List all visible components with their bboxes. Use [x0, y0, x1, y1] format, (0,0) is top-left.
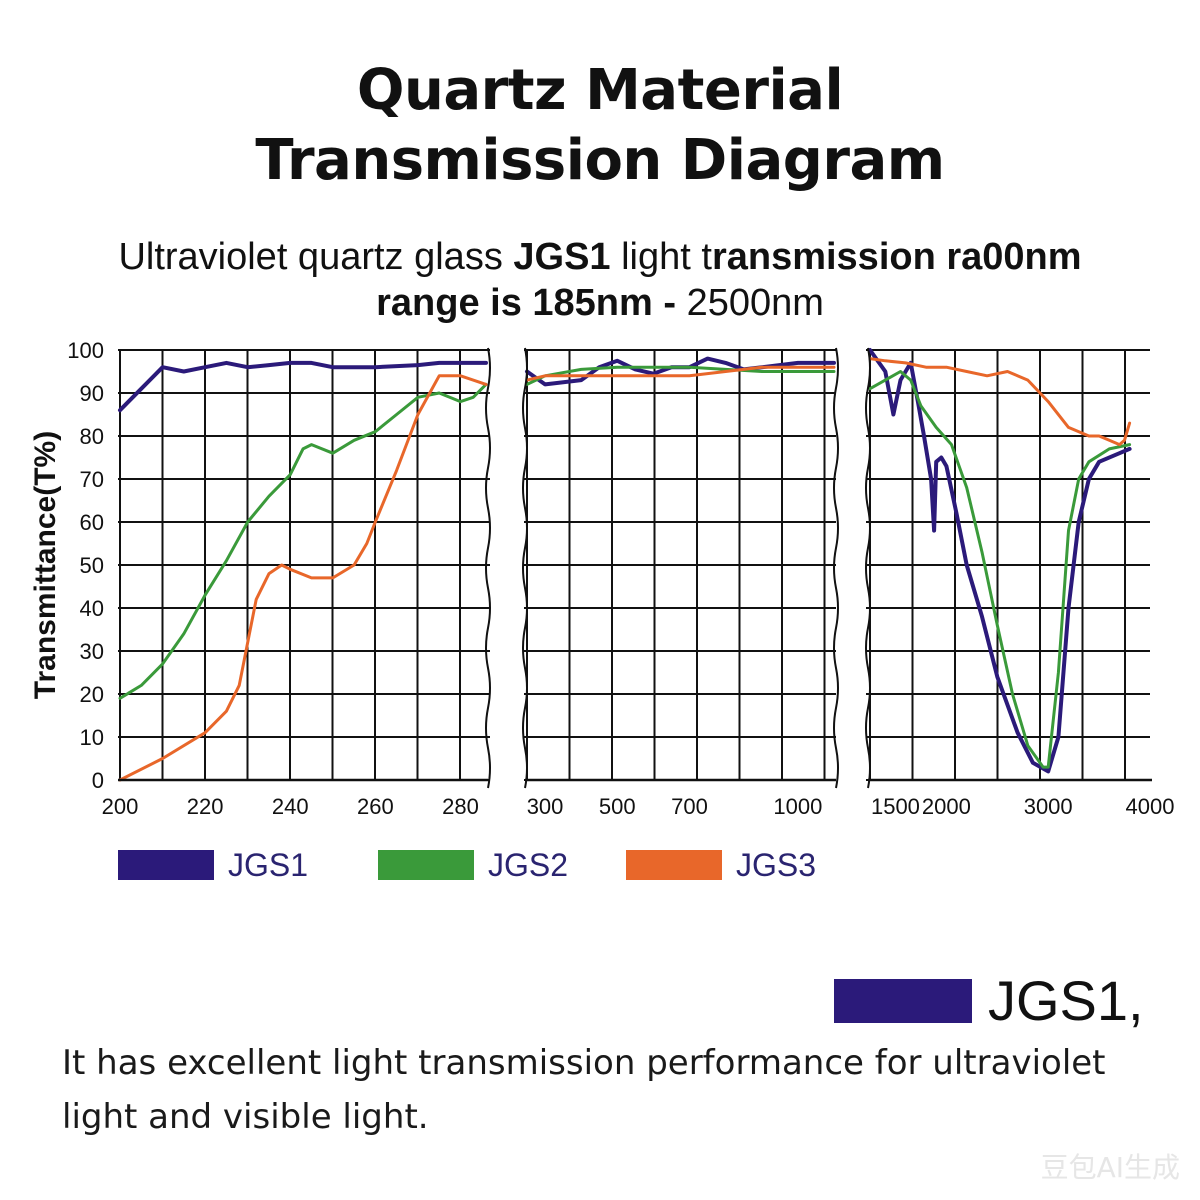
subtitle: Ultraviolet quartz glass JGS1 light tran… — [0, 234, 1200, 326]
title-line-2: Transmission Diagram — [255, 128, 945, 193]
legend-label-jgs3: JGS3 — [736, 846, 817, 883]
axis-break-gap — [838, 348, 866, 782]
callout-label: JGS1, — [988, 969, 1144, 1032]
y-tick-label: 60 — [80, 510, 104, 535]
subtitle-bold: ransmission ra00nm — [711, 236, 1082, 278]
y-axis-label: Transmittance(T%) — [29, 431, 62, 699]
page-title: Quartz Material Transmission Diagram — [0, 56, 1200, 196]
series-line-jgs3 — [118, 374, 488, 782]
axis-break-gap — [490, 348, 523, 782]
legend-item-jgs3: JGS3 — [626, 846, 817, 883]
x-tick-label: 1500 — [871, 794, 920, 819]
legend-swatch-jgs3 — [626, 850, 722, 880]
axis-break-line — [522, 347, 528, 789]
axis-break-line — [865, 347, 871, 789]
subtitle-bold: is 185nm - — [490, 282, 677, 324]
series-line-jgs3 — [868, 357, 1132, 447]
subtitle-text: 2500nm — [676, 282, 824, 324]
x-tick-label: 200 — [102, 794, 139, 819]
series-line-jgs1 — [118, 360, 488, 413]
x-tick-label: 3000 — [1024, 794, 1073, 819]
y-tick-label: 10 — [80, 725, 104, 750]
series-line-jgs1 — [868, 348, 1132, 774]
axis-break-line — [833, 347, 839, 789]
axis-break-line — [485, 347, 491, 789]
y-tick-label: 30 — [80, 639, 104, 664]
x-tick-label: 220 — [187, 794, 224, 819]
subtitle-bold: JGS1 — [513, 236, 611, 278]
x-tick-label: 700 — [671, 794, 708, 819]
jgs1-callout: JGS1, — [834, 968, 1144, 1033]
subtitle-bold: range — [376, 282, 491, 324]
x-tick-label: 240 — [272, 794, 309, 819]
legend-item-jgs1: JGS1 — [118, 846, 309, 883]
x-tick-label: 2000 — [922, 794, 971, 819]
transmission-chart: 0 10 20 30 40 50 60 70 80 90 100 Transmittance(T%) 2… — [29, 338, 1175, 819]
y-tick-label: 50 — [80, 553, 104, 578]
legend-item-jgs2: JGS2 — [378, 846, 569, 883]
legend-label-jgs2: JGS2 — [488, 846, 569, 883]
title-line-1: Quartz Material — [356, 58, 844, 123]
y-tick-label: 20 — [80, 682, 104, 707]
x-tick-label: 260 — [357, 794, 394, 819]
x-tick-label: 1000 — [773, 794, 822, 819]
y-tick-label: 40 — [80, 596, 104, 621]
description-text: It has excellent light transmission perf… — [62, 1043, 1106, 1137]
legend-label-jgs1: JGS1 — [228, 846, 309, 883]
series-line-jgs2 — [525, 365, 836, 386]
series-line-jgs2 — [118, 382, 488, 700]
subtitle-line-2: range is 185nm - 2500nm — [0, 280, 1200, 326]
y-tick-label: 70 — [80, 467, 104, 492]
y-tick-label: 80 — [80, 424, 104, 449]
legend-swatch-jgs2 — [378, 850, 474, 880]
y-tick-label: 90 — [80, 381, 104, 406]
y-tick-label: 100 — [67, 338, 104, 363]
subtitle-text: light t — [610, 236, 712, 278]
x-tick-label: 280 — [442, 794, 479, 819]
callout-swatch-jgs1 — [834, 978, 972, 1023]
watermark: 豆包AI生成 — [1040, 1151, 1180, 1184]
subtitle-line-1: Ultraviolet quartz glass JGS1 light tran… — [0, 234, 1200, 280]
x-tick-label: 500 — [599, 794, 636, 819]
series-line-jgs3 — [525, 365, 836, 382]
x-tick-label: 300 — [527, 794, 564, 819]
y-tick-label: 0 — [92, 768, 104, 793]
subtitle-text: Ultraviolet quartz glass — [118, 236, 514, 278]
series-line-jgs2 — [868, 370, 1132, 769]
x-tick-label: 4000 — [1126, 794, 1175, 819]
legend-swatch-jgs1 — [118, 850, 214, 880]
